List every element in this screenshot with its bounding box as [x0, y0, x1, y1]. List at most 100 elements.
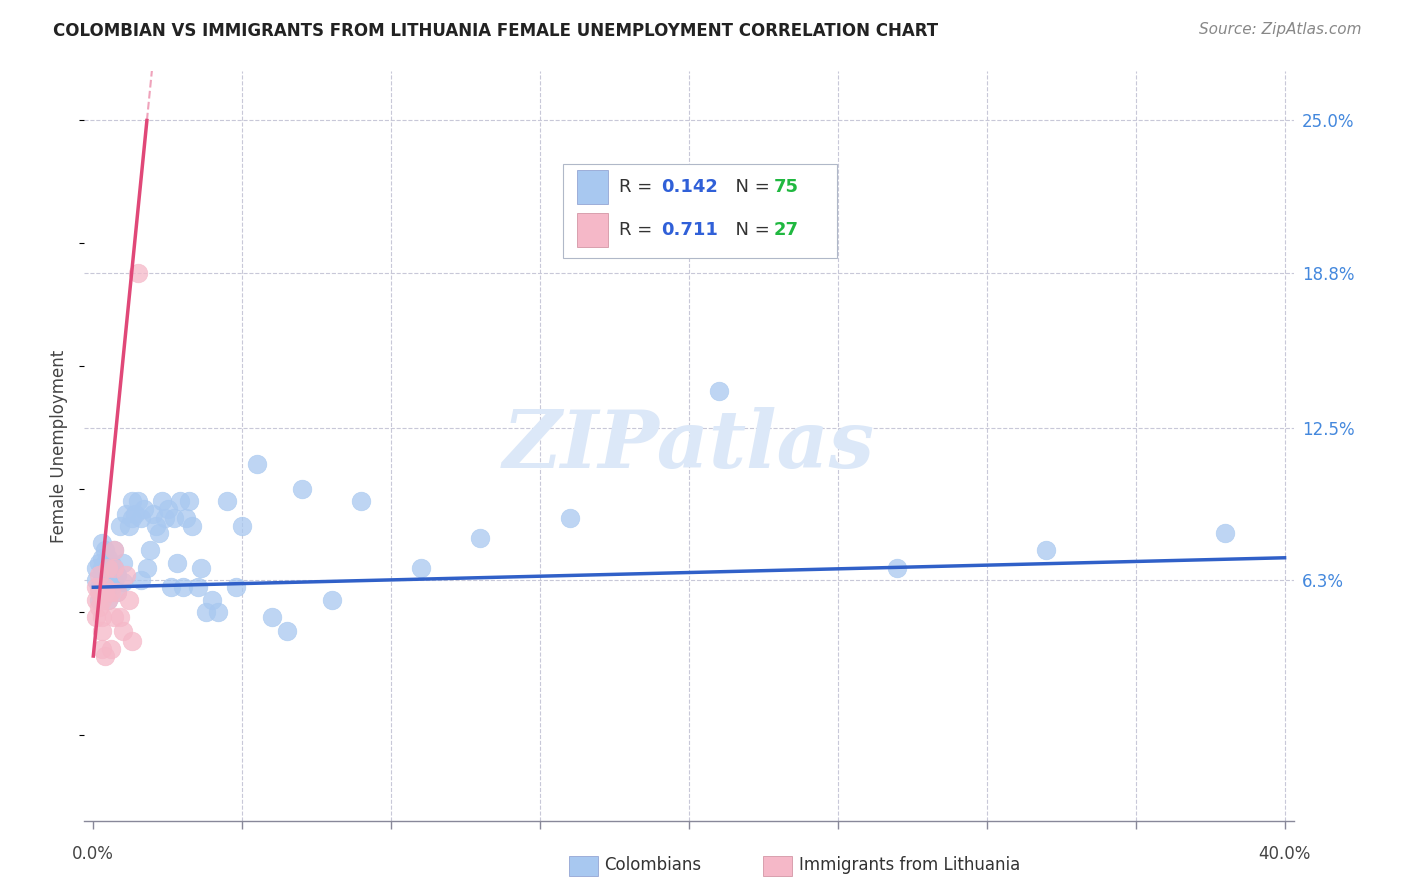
Point — [217, 494, 239, 508]
Point — [100, 568, 122, 582]
Point — [103, 543, 125, 558]
Text: Colombians: Colombians — [605, 856, 702, 874]
Point — [150, 494, 173, 508]
Point — [159, 580, 181, 594]
Point — [350, 494, 373, 508]
Point — [409, 560, 432, 574]
Point — [127, 494, 149, 508]
Point — [115, 507, 138, 521]
Point — [103, 560, 125, 574]
Point — [94, 585, 117, 599]
Point — [156, 501, 179, 516]
Point — [276, 624, 298, 639]
Point — [231, 519, 253, 533]
Point — [115, 568, 138, 582]
Point — [91, 609, 114, 624]
Text: 0.0%: 0.0% — [72, 846, 114, 863]
Text: R =: R = — [619, 178, 658, 196]
Point — [145, 519, 167, 533]
Text: N =: N = — [724, 221, 776, 239]
Point — [100, 641, 122, 656]
Point — [190, 560, 212, 574]
Point — [707, 384, 730, 398]
Point — [94, 648, 117, 663]
Point — [91, 560, 114, 574]
Point — [180, 519, 202, 533]
Point — [84, 592, 107, 607]
Point — [127, 266, 149, 280]
Text: Source: ZipAtlas.com: Source: ZipAtlas.com — [1198, 22, 1361, 37]
Y-axis label: Female Unemployment: Female Unemployment — [51, 350, 69, 542]
Point — [112, 575, 135, 590]
Point — [97, 592, 120, 607]
Point — [166, 556, 188, 570]
Point — [97, 580, 120, 594]
Point — [105, 585, 128, 599]
Point — [84, 560, 107, 574]
Point — [112, 624, 135, 639]
Point — [163, 511, 186, 525]
Point — [207, 605, 229, 619]
Point — [91, 624, 114, 639]
Point — [132, 501, 155, 516]
Point — [186, 580, 208, 594]
Point — [470, 531, 492, 545]
Point — [1213, 526, 1236, 541]
Text: 0.142: 0.142 — [661, 178, 718, 196]
Point — [172, 580, 194, 594]
Point — [94, 580, 117, 594]
Text: 27: 27 — [773, 221, 799, 239]
Point — [121, 494, 143, 508]
Point — [886, 560, 908, 574]
Point — [121, 511, 143, 525]
Point — [89, 585, 111, 599]
Text: ZIPatlas: ZIPatlas — [503, 408, 875, 484]
Point — [97, 550, 120, 565]
Point — [121, 634, 143, 648]
Point — [148, 526, 170, 541]
Point — [124, 507, 146, 521]
Point — [91, 536, 114, 550]
Point — [129, 573, 152, 587]
Point — [100, 580, 122, 594]
Point — [94, 585, 117, 599]
Point — [105, 585, 128, 599]
Point — [1035, 543, 1057, 558]
Point — [94, 543, 117, 558]
Point — [246, 458, 269, 472]
Point — [97, 560, 120, 574]
Point — [97, 568, 120, 582]
Point — [291, 482, 314, 496]
Point — [100, 556, 122, 570]
Text: COLOMBIAN VS IMMIGRANTS FROM LITHUANIA FEMALE UNEMPLOYMENT CORRELATION CHART: COLOMBIAN VS IMMIGRANTS FROM LITHUANIA F… — [53, 22, 939, 40]
Point — [84, 609, 107, 624]
Point — [89, 599, 111, 614]
Point — [558, 511, 581, 525]
Point — [103, 560, 125, 574]
Point — [84, 573, 107, 587]
Point — [118, 592, 141, 607]
Point — [97, 592, 120, 607]
Point — [174, 511, 197, 525]
Point — [139, 543, 162, 558]
Point — [91, 592, 114, 607]
Point — [108, 519, 131, 533]
Point — [103, 543, 125, 558]
Point — [84, 580, 107, 594]
Text: 75: 75 — [773, 178, 799, 196]
Point — [108, 609, 131, 624]
Point — [89, 580, 111, 594]
Point — [142, 507, 165, 521]
Point — [321, 592, 343, 607]
Point — [103, 609, 125, 624]
Point — [177, 494, 200, 508]
Point — [100, 585, 122, 599]
Point — [195, 605, 218, 619]
Text: Immigrants from Lithuania: Immigrants from Lithuania — [799, 856, 1019, 874]
Point — [169, 494, 191, 508]
Point — [91, 573, 114, 587]
Point — [118, 519, 141, 533]
Text: 40.0%: 40.0% — [1258, 846, 1310, 863]
Point — [225, 580, 247, 594]
Point — [91, 641, 114, 656]
